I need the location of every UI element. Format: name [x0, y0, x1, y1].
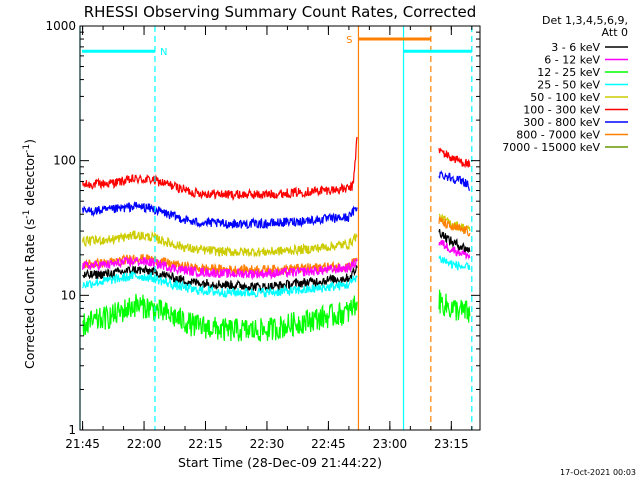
x-tick-label-2: 22:15 [188, 437, 223, 451]
y-axis-title-sup2: -1 [22, 144, 32, 153]
x-tick-label-1: 22:00 [127, 437, 162, 451]
flag-label-0: N [160, 47, 167, 58]
y-tick-label-2: 100 [53, 154, 76, 168]
legend-label-3: 25 - 50 keV [537, 79, 600, 92]
plot-area: N S 1 10 100 1000 21:45 22:00 22:15 22:30 22:45 23:… [45, 19, 481, 451]
series-line-3-6-kev-seg1 [438, 228, 471, 254]
legend-label-1: 6 - 12 keV [544, 54, 600, 67]
series-line-800-7000-kev-seg1 [438, 216, 471, 237]
legend-header-0: Det 1,3,4,5,6,9, [542, 14, 628, 27]
legend-label-4: 50 - 100 keV [530, 91, 600, 104]
legend-label-8: 7000 - 15000 keV [502, 141, 600, 154]
legend-header-1: Att 0 [602, 26, 628, 39]
x-tick-label-4: 22:45 [311, 437, 346, 451]
x-axis-title: Start Time (28-Dec-09 21:44:22) [178, 455, 382, 470]
series-line-50-100-kev-seg0 [82, 230, 358, 257]
legend-label-6: 300 - 800 keV [523, 116, 600, 129]
y-axis-title-end: ) [22, 139, 37, 144]
y-axis-title-main: Corrected Count Rate (s [22, 219, 37, 369]
series-line-6-12-kev-seg1 [438, 239, 471, 261]
series-line-300-800-kev-seg0 [82, 201, 358, 230]
y-axis-title: Corrected Count Rate (s-1 detector-1) [22, 139, 37, 369]
legend-label-2: 12 - 25 keV [537, 66, 600, 79]
y-tick-label-3: 1000 [45, 19, 76, 33]
svg-text:Corrected Count Rate (s-1 dete: Corrected Count Rate (s-1 detector-1) [22, 139, 37, 369]
x-tick-label-3: 22:30 [250, 437, 285, 451]
flag-label-1: S [346, 35, 352, 46]
y-tick-label-1: 10 [61, 288, 76, 302]
series-line-3-6-kev-seg0 [82, 264, 358, 294]
series-line-12-25-kev-seg1 [438, 289, 471, 323]
footer-timestamp: 17-Oct-2021 00:03 [560, 468, 636, 477]
x-tick-label-6: 23:15 [434, 437, 469, 451]
chart-title: RHESSI Observing Summary Count Rates, Co… [84, 3, 477, 21]
x-tick-label-5: 23:00 [373, 437, 408, 451]
x-tick-label-0: 21:45 [65, 437, 100, 451]
y-axis-title-mid: detector [22, 152, 37, 210]
y-tick-label-0: 1 [68, 423, 76, 437]
series-line-100-300-kev-seg1 [438, 147, 471, 169]
series-line-25-50-kev-seg0 [82, 271, 358, 298]
series-line-6-12-kev-seg0 [82, 255, 358, 281]
series-line-12-25-kev-seg0 [82, 293, 358, 342]
legend-label-5: 100 - 300 keV [523, 104, 600, 117]
legend-label-0: 3 - 6 keV [551, 41, 600, 54]
series-line-25-50-kev-seg1 [438, 255, 471, 271]
series-line-100-300-kev-seg0 [82, 136, 358, 202]
series-line-300-800-kev-seg1 [438, 170, 470, 192]
y-axis-title-sup1: -1 [22, 210, 32, 219]
plot-frame [79, 25, 481, 431]
legend-label-7: 800 - 7000 keV [516, 129, 600, 142]
